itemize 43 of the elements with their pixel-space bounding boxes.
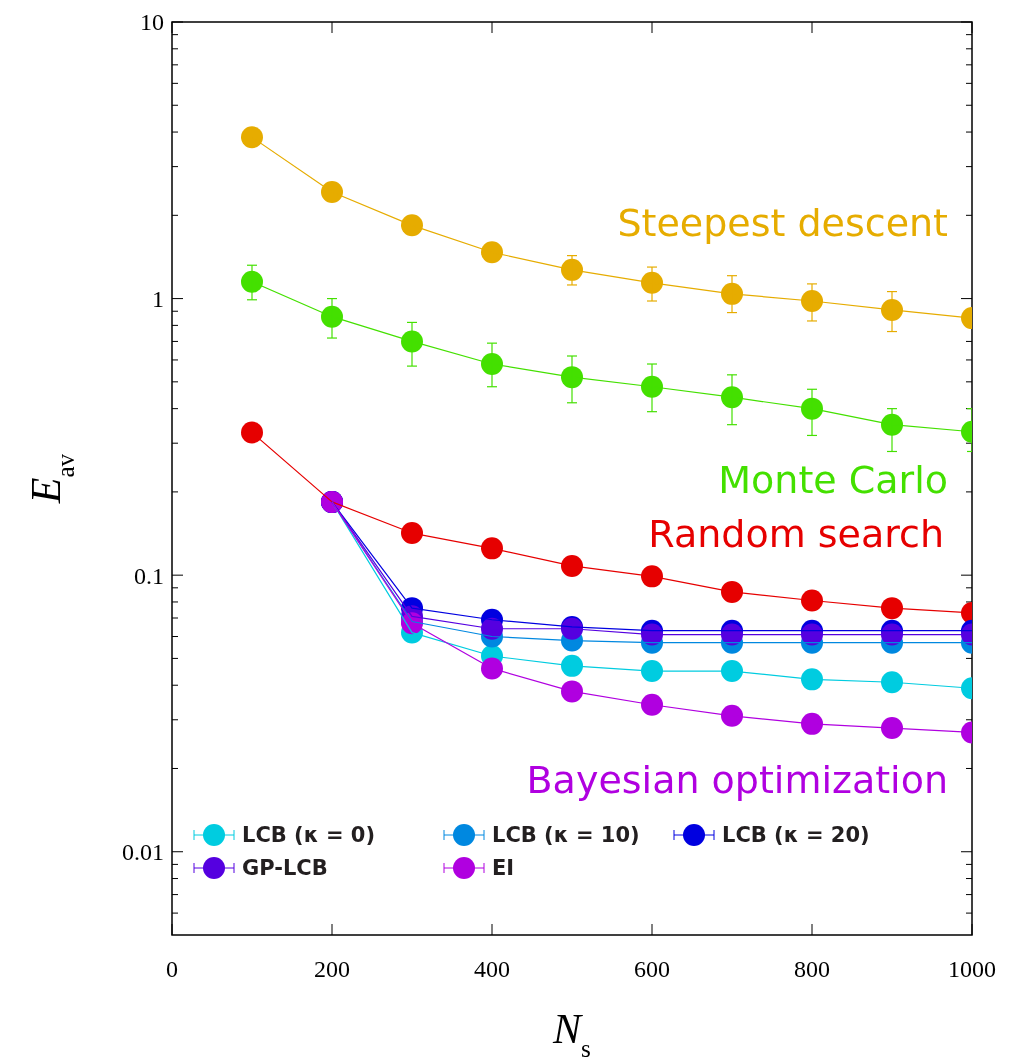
annotation: Bayesian optimization <box>526 758 948 802</box>
point <box>721 580 743 603</box>
point <box>801 712 823 735</box>
x-tick-label: 1000 <box>948 956 996 982</box>
point <box>241 126 263 149</box>
y-tick-label: 0.01 <box>122 839 164 866</box>
point <box>801 668 823 691</box>
legend-label: LCB (κ = 20) <box>722 823 870 848</box>
point <box>321 180 343 203</box>
legend-label: LCB (κ = 0) <box>242 823 376 848</box>
point <box>401 214 423 237</box>
point <box>721 704 743 727</box>
point <box>561 680 583 703</box>
point <box>641 660 663 683</box>
legend-label: GP-LCB <box>242 856 328 881</box>
point <box>801 589 823 612</box>
series-label: Random search <box>648 512 944 556</box>
series-label: Steepest descent <box>617 201 948 245</box>
y-tick-label: 10 <box>140 9 164 36</box>
legend-label: EI <box>492 856 515 881</box>
y-tick-label: 1 <box>152 285 164 312</box>
point <box>641 565 663 588</box>
point <box>401 522 423 545</box>
point <box>241 421 263 444</box>
series-label: Monte Carlo <box>718 458 948 502</box>
legend-label: LCB (κ = 10) <box>492 823 640 848</box>
point <box>561 654 583 677</box>
point <box>481 657 503 680</box>
x-tick-label: 600 <box>634 956 670 982</box>
point <box>561 554 583 577</box>
point <box>881 671 903 694</box>
x-tick-label: 200 <box>314 956 350 982</box>
x-tick-label: 400 <box>474 956 510 982</box>
point <box>881 597 903 620</box>
x-tick-label: 800 <box>794 956 830 982</box>
y-tick-label: 0.1 <box>134 562 164 589</box>
x-axis-title: N$_{s}$ <box>552 1006 591 1060</box>
point <box>481 241 503 264</box>
point <box>641 693 663 716</box>
x-tick-label: 0 <box>166 956 178 982</box>
point <box>481 537 503 560</box>
point <box>721 660 743 683</box>
point <box>881 717 903 740</box>
